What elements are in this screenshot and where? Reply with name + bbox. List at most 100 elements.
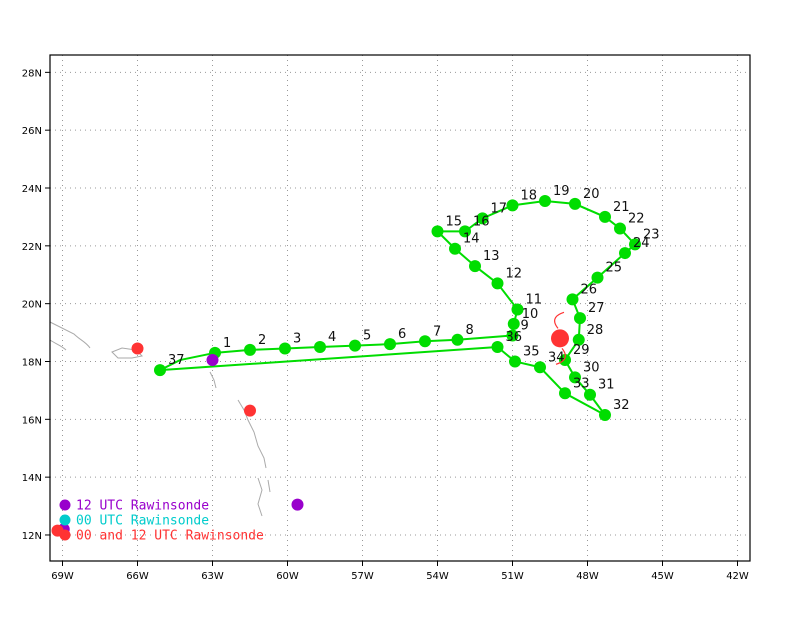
coastline: [209, 371, 217, 389]
track-point: [451, 333, 464, 346]
lat-tick-label: 28N: [22, 68, 42, 79]
track-point: [419, 335, 431, 348]
track-point: [469, 260, 481, 273]
coastline: [111, 347, 144, 359]
coastline: [49, 339, 67, 351]
legend-label: 00 UTC Rawinsonde: [76, 514, 209, 529]
legend-label: 12 UTC Rawinsonde: [76, 499, 209, 514]
track-point: [619, 247, 631, 260]
lat-tick-label: 16N: [22, 415, 42, 426]
track-point: [566, 293, 579, 306]
lat-tick-label: 14N: [22, 473, 42, 484]
grid-lines: [50, 55, 750, 561]
storm-track: [154, 195, 641, 421]
axis-tick-labels: 69W 66W 63W 60W 57W 54W 51W 48W 45W 42W 12N 14N 16N 1…: [22, 68, 749, 582]
track-point: [599, 210, 611, 223]
track-point: [539, 195, 551, 208]
track-point: [584, 388, 596, 401]
lon-tick-label: 66W: [126, 571, 149, 582]
track-point: [349, 339, 361, 352]
lat-tick-label: 18N: [22, 357, 42, 368]
track-point-label: 12: [506, 266, 523, 281]
storm-center-marker: [551, 311, 569, 365]
track-point-label: 26: [581, 282, 598, 297]
legend-label: 00 and 12 UTC Rawinsonde: [76, 529, 264, 544]
lat-tick-label: 20N: [22, 300, 42, 311]
track-point-label: 22: [628, 211, 645, 226]
track-point-label: 25: [606, 261, 623, 276]
track-point: [491, 341, 504, 354]
track-point: [154, 364, 166, 377]
track-point-label: 37: [168, 353, 185, 368]
track-point: [509, 355, 521, 368]
track-point: [599, 408, 611, 421]
track-point-label: 10: [522, 307, 539, 322]
track-point-label: 16: [473, 214, 490, 229]
track-point: [511, 303, 524, 316]
track-point-label: 9: [521, 318, 529, 333]
track-point-label: 29: [573, 343, 590, 358]
legend-marker: [59, 499, 71, 511]
lon-tick-label: 48W: [576, 571, 599, 582]
rawinsonde-sites: [51, 342, 304, 537]
track-point: [534, 361, 546, 374]
track-point-label: 33: [573, 376, 590, 391]
track-point-label: 4: [328, 330, 336, 345]
legend-marker: [59, 514, 71, 526]
track-point-label: 30: [583, 360, 600, 375]
track-point-label: 19: [553, 184, 570, 199]
track-point: [279, 342, 291, 355]
lon-tick-label: 69W: [51, 571, 74, 582]
plot-frame: [49, 54, 751, 562]
track-point-label: 8: [466, 323, 474, 338]
track-point: [591, 271, 604, 284]
coastlines: [49, 321, 271, 517]
track-point: [506, 199, 519, 212]
track-point-label: 28: [587, 323, 604, 338]
storm-swirl: [554, 311, 565, 329]
track-point-label: 32: [613, 398, 630, 413]
lon-tick-label: 63W: [201, 571, 224, 582]
track-point: [574, 312, 586, 325]
track-point-label: 14: [463, 232, 480, 247]
coastline: [267, 479, 271, 493]
track-point: [629, 238, 641, 251]
storm-center: [551, 329, 569, 348]
track-point-label: 13: [483, 249, 500, 264]
track-line-return: [159, 346, 498, 372]
track-point-label: 7: [433, 324, 441, 339]
track-point: [314, 341, 326, 354]
track-point: [459, 225, 471, 238]
track-point: [476, 212, 489, 225]
track-point-label: 15: [446, 214, 463, 229]
lon-tick-label: 45W: [651, 571, 674, 582]
track-point-label: 20: [583, 187, 600, 202]
track-point-label: 27: [588, 301, 605, 316]
track-point: [244, 343, 256, 356]
track-point-label: 23: [643, 227, 660, 242]
track-point: [431, 225, 444, 238]
track-point-label: 31: [598, 378, 615, 393]
lon-tick-label: 51W: [501, 571, 524, 582]
rawinsonde-site: [206, 354, 219, 367]
track-point-label: 6: [398, 327, 406, 342]
track-point: [449, 242, 461, 255]
coastline: [49, 321, 91, 349]
coastline: [257, 477, 263, 517]
track-point: [559, 387, 571, 400]
track-point-label: 2: [258, 333, 266, 348]
lat-tick-label: 26N: [22, 126, 42, 137]
track-point: [569, 371, 581, 384]
storm-swirl: [555, 347, 566, 365]
track-point: [614, 222, 626, 235]
rawinsonde-site: [131, 342, 144, 355]
track-point: [572, 333, 585, 346]
lon-tick-label: 60W: [276, 571, 299, 582]
coastline: [237, 399, 267, 469]
lon-tick-label: 57W: [351, 571, 374, 582]
track-point: [506, 329, 519, 342]
